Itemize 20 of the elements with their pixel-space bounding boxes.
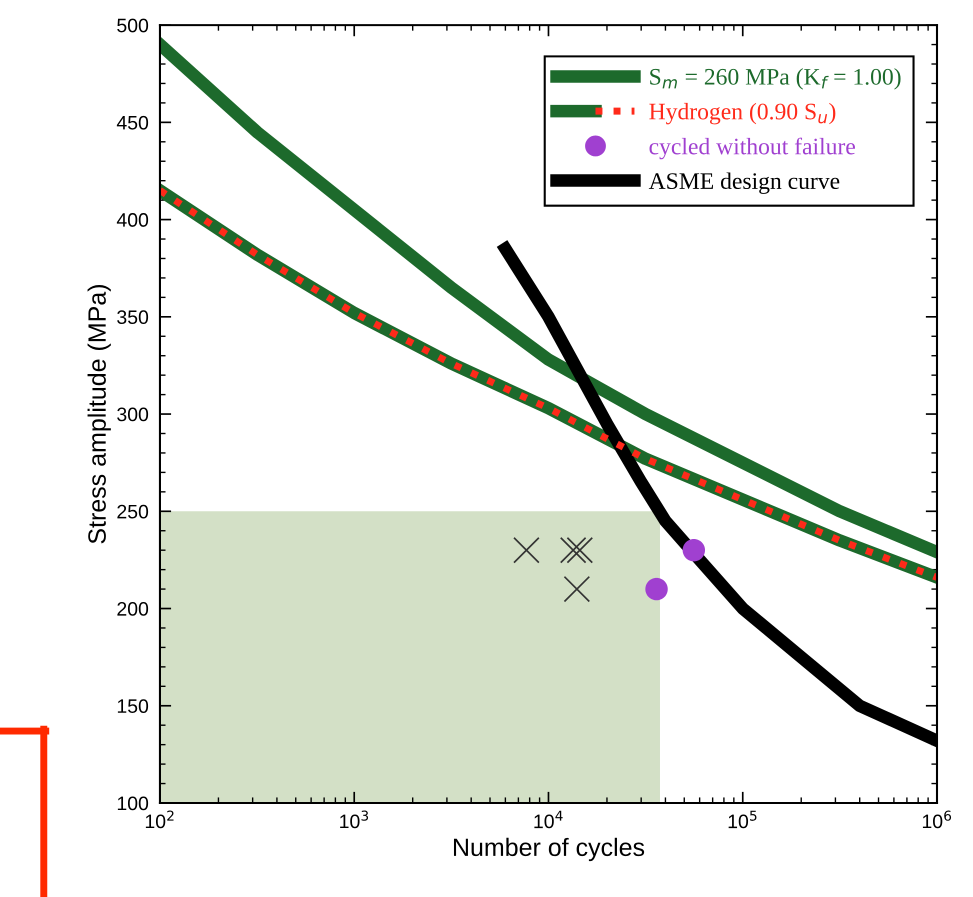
legend-label: cycled without failure: [650, 138, 855, 160]
y-tick-label: 400: [116, 213, 148, 227]
x-axis-title: Number of cycles: [454, 838, 644, 862]
y-axis-title: Stress amplitude (MPa): [88, 285, 111, 544]
legend-label: Hydrogen (0.90 S$_{u}$): [649, 102, 836, 124]
y-tick-label: 150: [118, 699, 148, 713]
y-tick-label: 100: [118, 796, 148, 810]
x-tick-label: 10$^{5}$: [728, 810, 756, 828]
y-tick-label: 250: [117, 504, 148, 519]
x-tick-label: 10$^{6}$: [922, 810, 952, 828]
y-tick-label: 350: [117, 310, 148, 324]
legend-label: ASME design curve: [648, 172, 840, 194]
y-tick-label: 500: [117, 18, 148, 32]
y-tick-label: 450: [116, 116, 148, 130]
legend-label: S$_{m}$ = 260 MPa (K$_{f}$ = 1.00): [650, 68, 901, 90]
x-tick-label: 10$^{4}$: [534, 810, 563, 828]
x-tick-label: 10$^{3}$: [340, 810, 368, 828]
y-tick-label: 200: [117, 602, 148, 616]
x-tick-label: 10$^{2}$: [146, 810, 174, 828]
y-tick-label: 300: [117, 408, 148, 422]
